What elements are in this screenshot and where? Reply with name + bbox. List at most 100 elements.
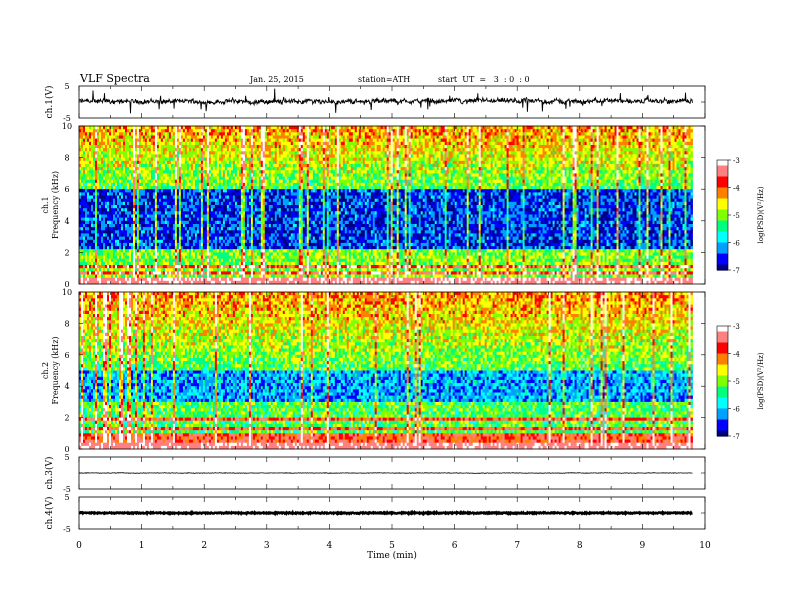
- spectrogram-cell: [666, 157, 669, 162]
- spectrogram-cell: [129, 186, 132, 190]
- spectrogram-cell: [91, 126, 94, 130]
- spectrogram-cell: [278, 126, 282, 130]
- spectrogram-cell: [226, 173, 230, 177]
- spectrogram-cell: [240, 163, 246, 168]
- spectrogram-cell: [494, 186, 497, 190]
- spectrogram-cell: [392, 138, 396, 143]
- spectrogram-cell: [438, 179, 444, 184]
- spectrogram-cell: [220, 182, 224, 187]
- spectrogram-cell: [658, 132, 661, 136]
- spectrogram-cell: [548, 141, 551, 146]
- spectrogram-cell: [496, 132, 499, 136]
- spectrogram-cell: [280, 154, 288, 158]
- spectrogram-cell: [260, 186, 264, 190]
- spectrogram-cell: [558, 186, 561, 190]
- spectrogram-cell: [344, 151, 348, 155]
- spectrogram-cell: [218, 163, 222, 168]
- spectrogram-cell: [174, 148, 178, 152]
- spectrogram-cell: [188, 129, 194, 133]
- spectrogram-cell: [592, 182, 595, 187]
- spectrogram-cell: [678, 148, 683, 152]
- spectrogram-cell: [490, 145, 496, 149]
- spectrogram-cell: [103, 148, 108, 152]
- spectrogram-cell: [372, 167, 376, 171]
- spectrogram-cell: [162, 167, 166, 171]
- spectrogram-cell: [606, 179, 611, 184]
- spectrogram-cell: [416, 179, 420, 184]
- spectrogram-cell: [188, 141, 192, 146]
- spectrogram-cell: [384, 167, 388, 171]
- spectrogram-cell: [580, 154, 583, 158]
- spectrogram-cell: [85, 126, 90, 130]
- spectrogram-cell: [420, 176, 424, 181]
- spectrogram-cell: [608, 167, 611, 171]
- spectrogram-cell: [480, 126, 484, 130]
- spectrogram-cell: [426, 173, 434, 177]
- spectrogram-cell: [592, 129, 595, 133]
- spectrogram-cell: [238, 148, 242, 152]
- spectrogram-cell: [684, 141, 687, 146]
- spectrogram-cell: [646, 163, 649, 168]
- spectrogram-cell: [560, 154, 563, 158]
- spectrogram-cell: [672, 157, 675, 162]
- spectrogram-cell: [372, 173, 378, 177]
- spectrogram-cell: [348, 132, 354, 136]
- spectrogram-cell: [206, 176, 210, 181]
- spectrogram-cell: [346, 176, 350, 181]
- spectrogram-cell: [596, 157, 599, 162]
- spectrogram-cell: [496, 163, 501, 168]
- spectrogram-cell: [652, 154, 655, 158]
- spectrogram-cell: [340, 163, 344, 168]
- spectrogram-cell: [125, 135, 132, 140]
- spectrogram-cell: [564, 141, 569, 146]
- spectrogram-cell: [644, 176, 647, 181]
- spectrogram-cell: [436, 126, 440, 130]
- spectrogram-cell: [256, 189, 262, 193]
- spectrogram-cell: [650, 151, 653, 155]
- spectrogram-cell: [482, 186, 486, 190]
- spectrogram-cell: [500, 145, 503, 149]
- spectrogram-cell: [144, 167, 150, 171]
- spectrogram-cell: [172, 176, 176, 181]
- spectrogram-cell: [119, 135, 124, 140]
- spectrogram-cell: [678, 163, 681, 168]
- spectrogram-cell: [258, 176, 262, 181]
- spectrogram-cell: [456, 167, 460, 171]
- spectrogram-cell: [364, 157, 374, 162]
- spectrogram-cell: [412, 132, 416, 136]
- spectrogram-cell: [342, 126, 346, 130]
- spectrogram-cell: [552, 138, 557, 143]
- spectrogram-cell: [144, 132, 148, 136]
- spectrogram-cell: [454, 129, 458, 133]
- spectrogram-cell: [240, 170, 244, 174]
- spectrogram-cell: [228, 170, 232, 174]
- spectrogram-cell: [204, 141, 208, 146]
- spectrogram-cell: [462, 167, 468, 171]
- spectrogram-cells: [79, 126, 693, 285]
- spectrogram-cell: [438, 141, 442, 146]
- spectrogram-cell: [338, 151, 342, 155]
- spectrogram-cell: [540, 129, 543, 133]
- spectrogram-cell: [648, 129, 655, 133]
- spectrogram-cell: [598, 176, 603, 181]
- spectrogram-cell: [676, 170, 679, 174]
- spectrogram-cell: [196, 176, 200, 181]
- spectrogram-cell: [180, 173, 184, 177]
- spectrogram-cell: [278, 132, 282, 136]
- spectrogram-cell: [512, 173, 515, 177]
- spectrogram-cell: [262, 145, 266, 149]
- spectrogram-cell: [648, 138, 651, 143]
- spectrogram-cell: [534, 179, 537, 184]
- spectrogram-cell: [150, 129, 156, 133]
- spectrogram-cell: [202, 151, 206, 155]
- spectrogram-cell: [418, 129, 422, 133]
- spectrogram-cell: [608, 145, 611, 149]
- spectrogram-cell: [262, 176, 266, 181]
- spectrogram-cell: [532, 170, 535, 174]
- spectrogram-cell: [252, 186, 256, 190]
- spectrogram-cell: [133, 135, 136, 140]
- spectrogram-cell: [682, 141, 685, 146]
- spectrogram-cell: [410, 179, 414, 184]
- spectrogram-cell: [318, 135, 322, 140]
- spectrogram-cell: [338, 170, 342, 174]
